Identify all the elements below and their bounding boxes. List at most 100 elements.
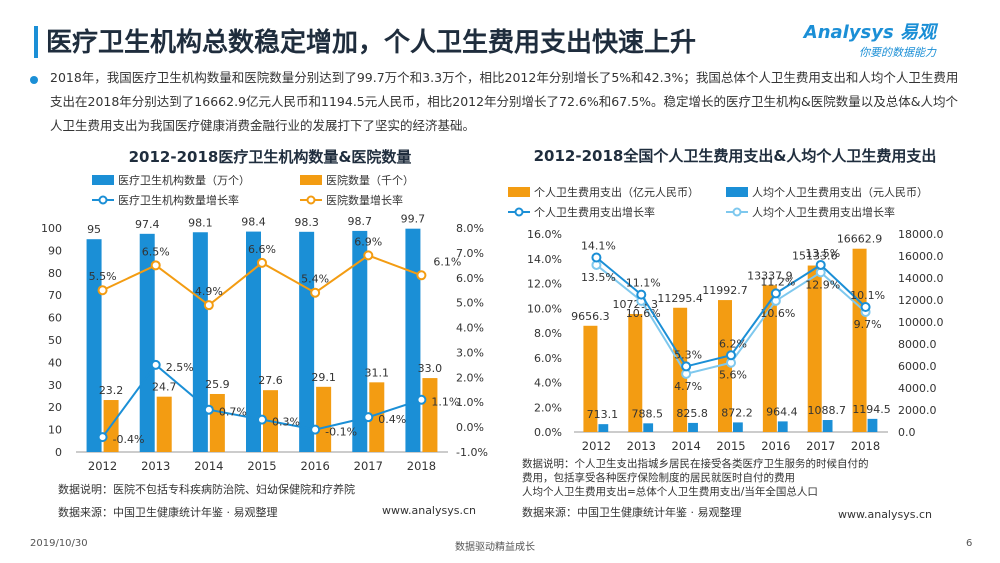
point-total-growth [636,289,647,300]
y-right-tick: 10000.0 [898,316,944,329]
bar-label-total-spending: 16662.9 [837,233,883,246]
point-institutions-growth [310,424,321,435]
line-label-hospitals-growth: 6.5% [142,245,170,258]
x-tick-label: 2013 [141,459,170,473]
legend-swatch-0 [92,175,114,185]
y-right-tick: 6000.0 [898,360,937,373]
line-label-hospitals-growth: 6.6% [248,243,276,256]
bar-total-spending [852,248,867,432]
y-left-tick: 100 [41,222,62,235]
line-label-institutions-growth: 0.7% [219,406,247,419]
line-label-institutions-growth: 1.1% [431,396,459,409]
legend-label-3: 医院数量增长率 [326,193,403,207]
x-tick-label: 2016 [301,459,330,473]
y-left-tick: 30 [48,379,62,392]
bar-label-per-capita-spending: 1194.5 [852,403,891,416]
point-institutions-growth [97,432,108,443]
x-tick-label: 2014 [672,439,701,453]
y-right-tick: 4000.0 [898,382,937,395]
point-hospitals-growth [203,300,214,311]
bar-label-per-capita-spending: 1088.7 [807,404,846,417]
y-left-tick: 4.0% [534,377,562,390]
bar-label-per-capita-spending: 964.4 [766,405,798,418]
logo-slogan: 你要的数据能力 [859,46,936,59]
page-title: 医疗卫生机构总数稳定增加，个人卫生费用支出快速上升 [46,28,697,58]
bar-total-spending [628,313,643,432]
line-label-total-growth: 5.3% [674,348,702,361]
footer-slogan: 数据驱动精益成长 [455,542,535,553]
line-label-institutions-growth: 2.5% [166,361,194,374]
bar-label-institutions: 99.7 [401,213,426,226]
bar-total-spending [718,300,732,432]
y-left-tick: 2.0% [534,401,562,414]
bar-total-spending [583,325,598,432]
bar-label-per-capita-spending: 872.2 [721,406,753,419]
x-tick-label: 2013 [627,439,656,453]
x-tick-label: 2017 [806,439,835,453]
bar-label-hospitals: 23.2 [99,384,124,397]
point-hospitals-growth [416,270,427,281]
bar-label-total-spending: 11295.4 [657,292,703,305]
legend-marker-3 [732,207,742,217]
point-hospitals-growth [257,257,267,268]
bar-label-institutions: 98.3 [294,216,319,229]
y-left-tick: 0 [55,446,62,459]
chart2-url: www.analysys.cn [838,508,932,521]
line-label-total-growth: 11.1% [626,277,661,290]
bar-hospitals [422,378,438,452]
y-right-tick: 2.0% [456,371,484,384]
bar-hospitals [369,382,385,452]
bar-per-capita-spending [822,420,833,432]
y-left-tick: 80 [48,267,62,280]
y-right-tick: 1.0% [456,396,484,409]
x-tick-label: 2015 [247,459,276,473]
line-label-total-growth: 6.2% [719,337,747,350]
x-tick-label: 2015 [716,439,745,453]
y-right-tick: 5.0% [456,297,484,310]
footer-date: 2019/10/30 [30,538,88,549]
bar-label-total-spending: 9656.3 [571,310,610,323]
y-left-tick: 20 [48,401,62,414]
line-label-per-capita-growth: 12.9% [805,278,840,291]
chart1-url: www.analysys.cn [382,504,476,517]
legend-label-3: 人均个人卫生费用支出增长率 [752,205,895,219]
line-label-total-growth: 13.5% [805,247,840,260]
y-right-tick: 0.0% [456,421,484,434]
bar-label-hospitals: 29.1 [311,371,336,384]
point-total-growth [860,302,871,313]
chart2-title: 2012-2018全国个人卫生费用支出&人均个人卫生费用支出 [505,146,965,166]
bar-label-institutions: 98.4 [241,216,266,229]
bar-institutions [405,228,421,452]
bar-total-spending [673,307,688,432]
legend-swatch-1 [726,187,748,197]
y-left-tick: 12.0% [527,278,562,291]
point-hospitals-growth [150,260,161,271]
chart1-note: 数据说明：医院不包括专科疾病防治院、妇幼保健院和疗养院 [58,483,355,496]
y-right-tick: 0.0 [898,426,916,439]
y-left-tick: 10 [48,424,62,437]
chart2: 个人卫生费用支出（亿元人民币） 人均个人卫生费用支出（元人民币） 个人卫生费用支出增… [508,185,944,453]
line-label-hospitals-growth: 5.4% [301,273,329,286]
point-total-growth [726,350,736,361]
bar-per-capita-spending [777,421,788,432]
bar-institutions [139,233,155,452]
y-left-tick: 50 [48,334,62,347]
line-label-per-capita-growth: 10.6% [760,307,795,320]
bar-per-capita-spending [643,423,654,432]
legend-swatch-1 [300,175,322,185]
x-tick-label: 2014 [194,459,223,473]
bar-label-total-spending: 11992.7 [702,284,748,297]
bar-hospitals [316,386,332,452]
line-label-institutions-growth: -0.4% [113,433,145,446]
line-label-total-growth: 11.2% [760,275,795,288]
chart1-source: 数据来源：中国卫生健康统计年鉴 · 易观整理 [58,506,278,519]
bar-institutions [352,230,368,452]
chart1-title: 2012-2018医疗卫生机构数量&医院数量 [128,148,412,166]
analysys-logo: Analysys 易观 你要的数据能力 [804,18,936,60]
summary-text: 2018年，我国医疗卫生机构数量和医院数量分别达到了99.7万个和3.3万个，相… [50,70,959,133]
bar-per-capita-spending [598,424,609,432]
y-right-tick: 2000.0 [898,404,937,417]
y-right-tick: 6.0% [456,272,484,285]
x-tick-label: 2017 [354,459,383,473]
point-hospitals-growth [97,285,108,296]
